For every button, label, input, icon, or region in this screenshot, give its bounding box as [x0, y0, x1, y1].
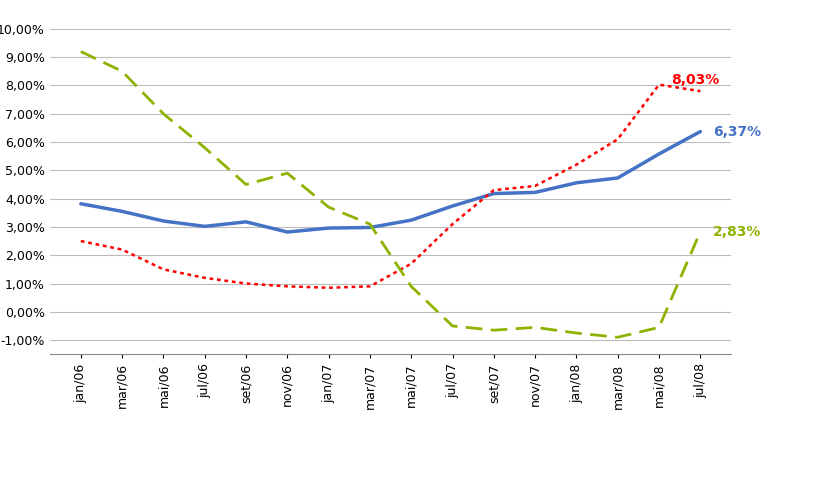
Text: 8,03%: 8,03%	[671, 73, 720, 88]
Text: 2,83%: 2,83%	[713, 225, 761, 239]
Text: 6,37%: 6,37%	[713, 124, 761, 139]
